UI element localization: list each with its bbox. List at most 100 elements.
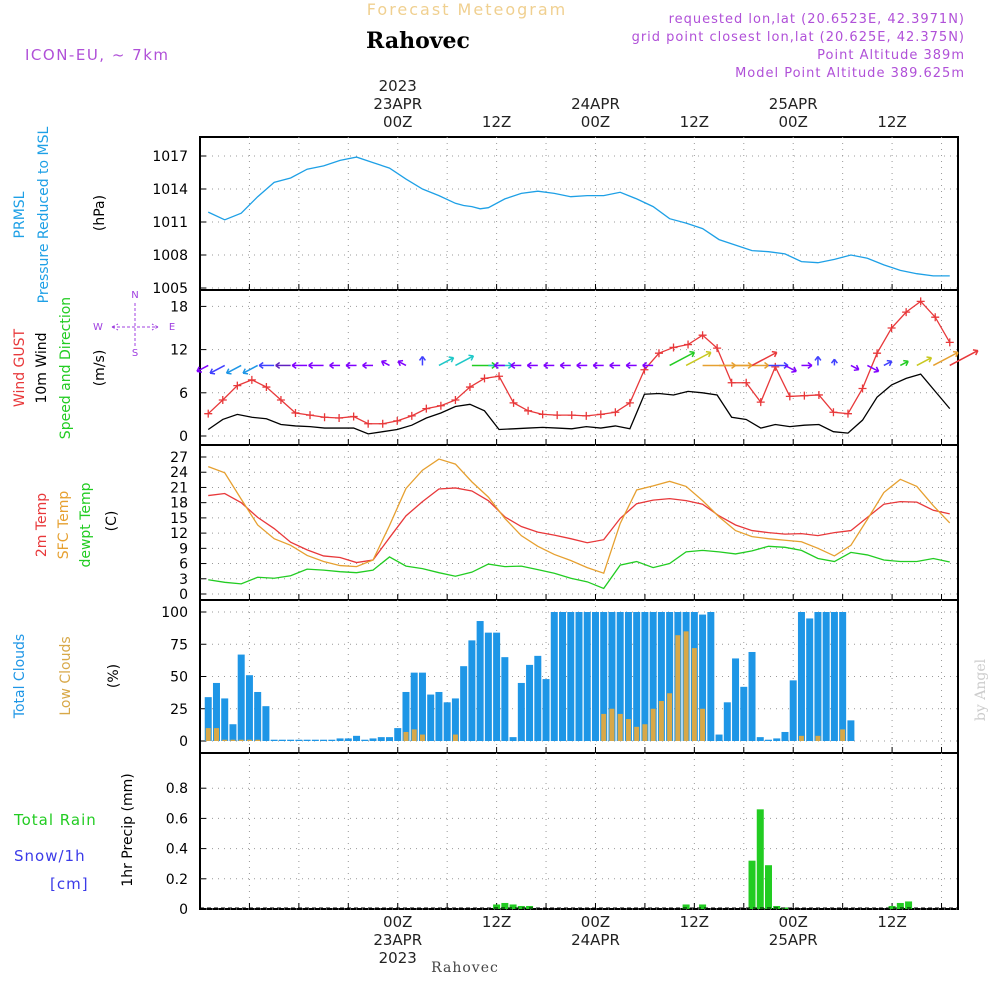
gust-marker: [727, 378, 736, 387]
compass-w: W: [93, 322, 103, 333]
temperature-labels: 2m Temp SFC Temp dewpt Temp (C): [34, 482, 120, 567]
model-label: ICON-EU, ~ 7km: [25, 46, 170, 64]
wind-arrow-head: [559, 361, 565, 369]
rain-bar: [517, 905, 525, 909]
total-cloud-bar: [394, 728, 402, 741]
low-cloud-bar: [700, 708, 706, 741]
total-cloud-bar: [320, 739, 328, 741]
wind-arrow-head: [397, 359, 404, 367]
gust-marker: [669, 343, 678, 352]
y-tick-label: 12: [170, 526, 188, 542]
y-tick-label: 0: [179, 734, 188, 750]
total-cloud-bar: [657, 612, 665, 741]
series-line-sfc-temp: [208, 458, 951, 575]
total-cloud-bar: [336, 738, 344, 741]
gust-marker: [407, 411, 416, 420]
low-cloud-bar: [403, 731, 409, 741]
top-time-label: 12Z: [877, 113, 906, 131]
low-cloud-bar: [691, 648, 697, 741]
total-cloud-bar: [418, 672, 426, 741]
gust-marker: [713, 344, 722, 353]
y-tick-label: 27: [170, 450, 188, 466]
total-cloud-bar: [435, 691, 443, 741]
gust-marker: [218, 396, 227, 404]
total-cloud-bar: [649, 612, 657, 741]
top-time-label: 24APR: [571, 95, 620, 113]
wind-unit: (m/s): [92, 350, 108, 387]
wind-arrow-head: [362, 361, 368, 369]
clouds-panel: 0 25 50 75 100: [161, 599, 959, 754]
gust-marker: [247, 375, 256, 384]
rain-bar: [493, 904, 501, 909]
bottom-time-label: 00Z: [383, 913, 412, 931]
wind-arrow-head: [275, 361, 281, 369]
wind-arrow: [438, 357, 454, 367]
gust-marker: [611, 408, 620, 417]
wind-arrow-head: [468, 354, 475, 361]
gust-marker: [742, 378, 751, 387]
gust-marker: [596, 410, 605, 419]
top-time-label: 00Z: [383, 113, 412, 131]
y-tick-label: 0: [179, 587, 188, 603]
wind-arrow: [209, 364, 226, 374]
wind-panel: 0 6 12 18: [170, 289, 979, 446]
total-cloud-bar: [732, 658, 740, 741]
wind-arrow-head: [642, 361, 648, 369]
total-cloud-bar: [830, 612, 838, 741]
total-cloud-bar: [221, 698, 229, 741]
total-cloud-bar: [509, 737, 517, 741]
dewpt-label: dewpt Temp: [78, 482, 94, 567]
sfc-temp-label: SFC Temp: [56, 491, 72, 560]
total-cloud-bar: [699, 614, 707, 741]
total-cloud-bar: [806, 618, 814, 741]
gust-marker: [306, 411, 315, 420]
pressure-reduced-label: Pressure Reduced to MSL: [36, 126, 52, 303]
y-tick-label: 3: [179, 572, 188, 588]
wind-arrow-head: [830, 358, 838, 364]
credit-watermark: by Angel: [973, 658, 989, 721]
low-cloud-bar: [798, 735, 804, 741]
total-cloud-bar: [328, 739, 336, 741]
top-time-label: 00Z: [779, 113, 808, 131]
low-cloud-bar: [419, 734, 425, 741]
total-cloud-bar: [583, 612, 591, 741]
gust-marker: [262, 383, 271, 392]
wind-arrow-head: [510, 361, 516, 369]
clouds-labels: Total Clouds Low Clouds (%): [12, 634, 122, 719]
wind-arrow-head: [625, 361, 631, 369]
wind-arrow-head: [225, 368, 232, 375]
y-tick-label: 0.4: [166, 842, 188, 858]
low-cloud-bar: [205, 728, 211, 741]
bottom-time-label: 12Z: [877, 913, 906, 931]
gust-marker: [902, 308, 911, 317]
gust-marker: [916, 297, 925, 306]
gust-marker: [873, 349, 882, 358]
bottom-time-label: 23APR: [373, 931, 422, 949]
gust-marker: [800, 391, 809, 400]
top-time-label: 23APR: [373, 95, 422, 113]
gust-marker: [320, 413, 329, 422]
bottom-time-label: 00Z: [779, 913, 808, 931]
y-tick-label: 1008: [152, 248, 188, 264]
wind-arrow: [916, 357, 932, 367]
wind-arrow-head: [952, 350, 959, 358]
gust-marker: [451, 396, 460, 404]
compass-rose: [111, 303, 159, 346]
gust-marker: [945, 338, 954, 347]
y-tick-label: 6: [179, 557, 188, 573]
wind-arrow-head: [926, 356, 933, 363]
temp-unit: (C): [104, 511, 120, 532]
low-cloud-bar: [213, 728, 219, 741]
total-cloud-bar: [369, 738, 377, 741]
total-cloud-bar: [707, 612, 715, 741]
wind-arrow-head: [771, 350, 778, 358]
gust-marker: [553, 411, 562, 420]
gust-marker: [436, 401, 445, 410]
wind-arrow-head: [308, 361, 314, 369]
panel-frame: [199, 752, 959, 910]
low-cloud-bar: [683, 631, 689, 741]
y-tick-label: 25: [170, 702, 188, 718]
total-cloud-bar: [254, 691, 262, 741]
wind-arrow-head: [764, 361, 769, 369]
y-tick-label: 12: [170, 343, 188, 359]
